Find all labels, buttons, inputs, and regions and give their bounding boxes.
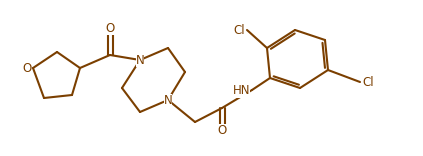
Text: Cl: Cl [233, 24, 245, 37]
Text: N: N [164, 93, 173, 107]
Text: O: O [23, 61, 32, 75]
Text: Cl: Cl [362, 76, 374, 88]
Text: HN: HN [233, 85, 250, 98]
Text: O: O [105, 22, 115, 34]
Text: O: O [217, 124, 227, 136]
Text: N: N [136, 54, 144, 66]
